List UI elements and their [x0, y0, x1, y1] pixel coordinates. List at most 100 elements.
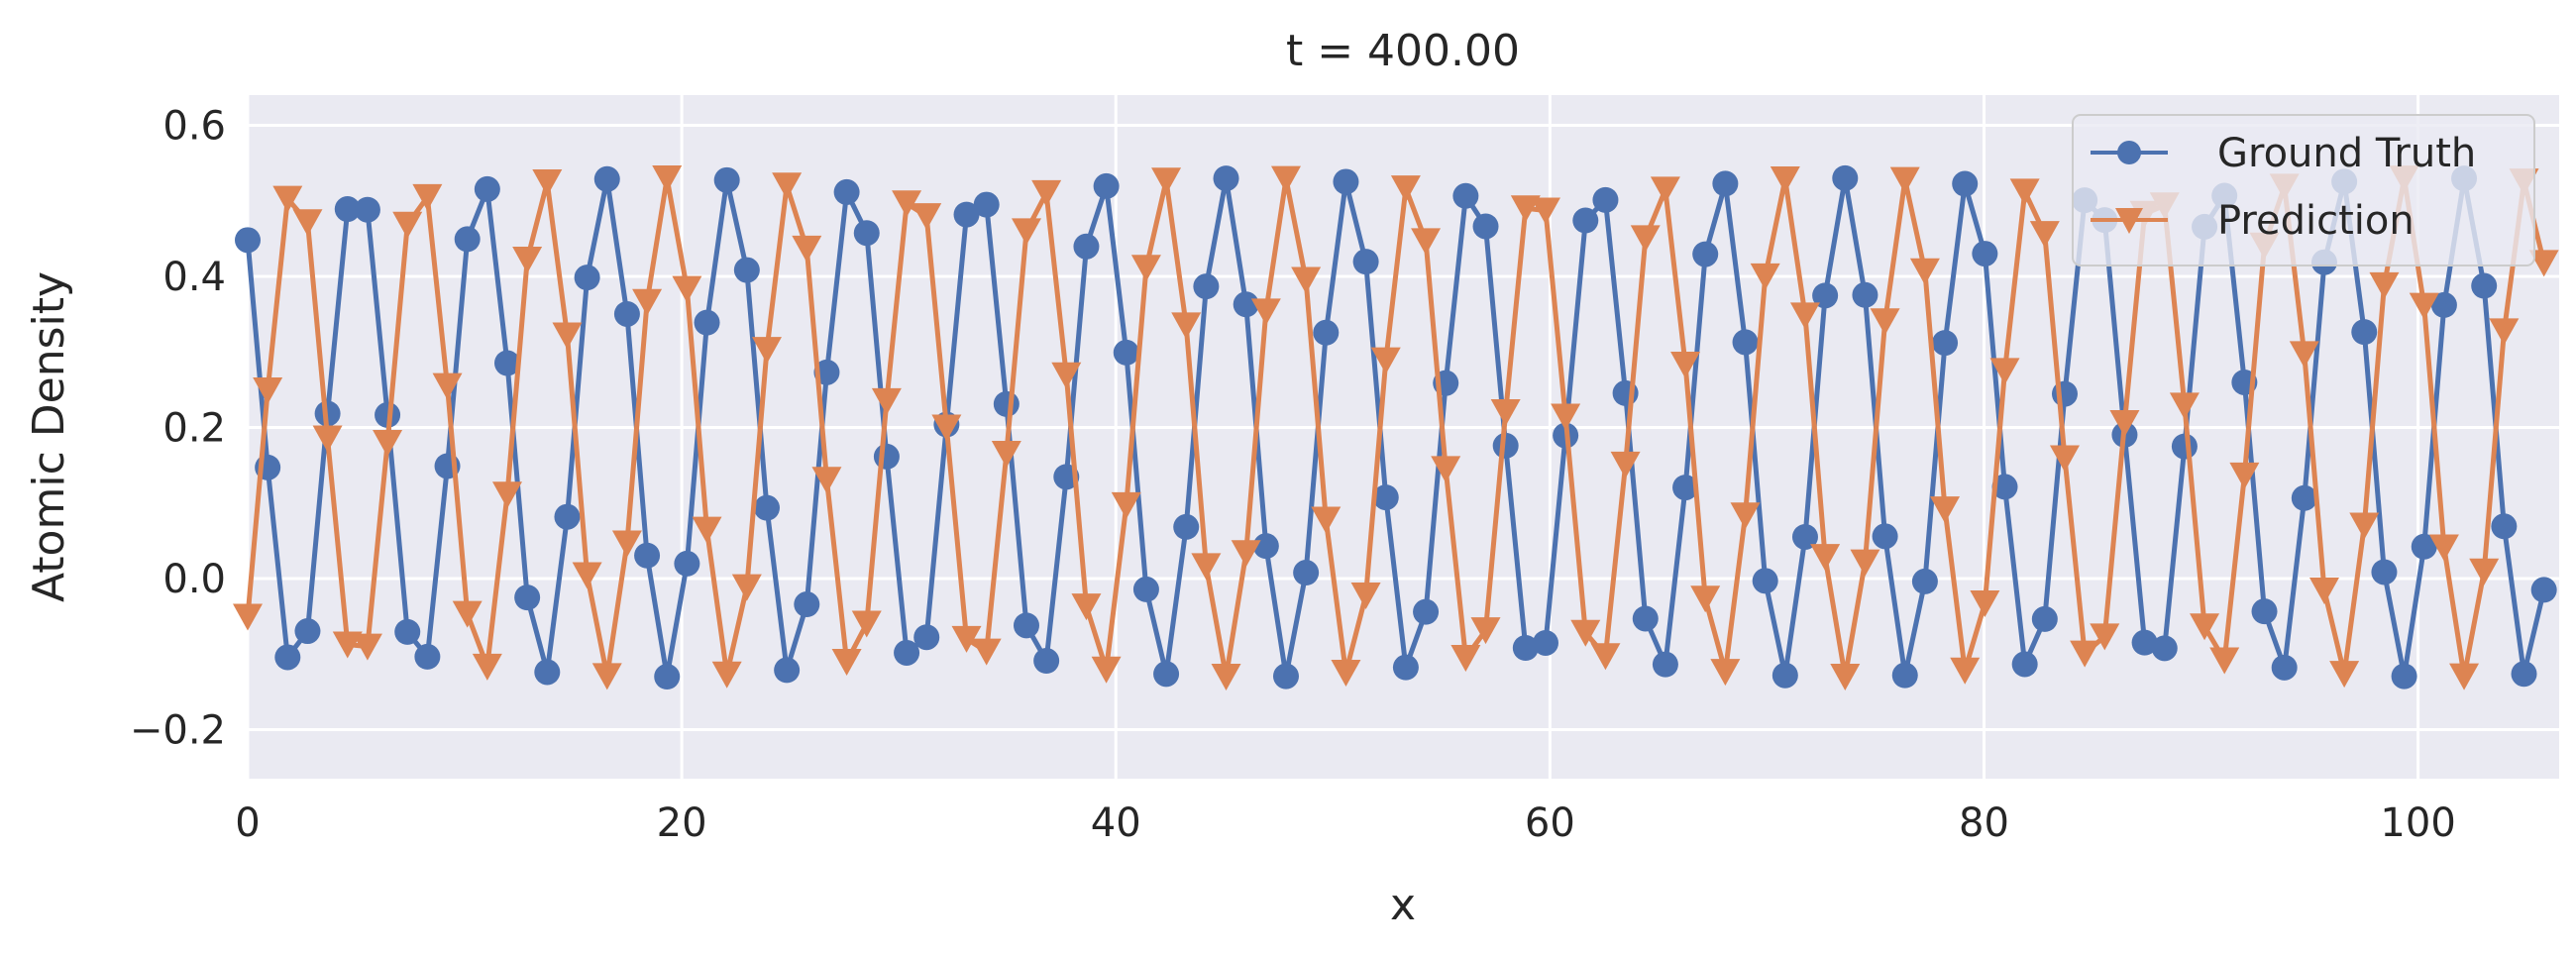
data-point [1411, 228, 1442, 256]
data-point [2491, 513, 2518, 540]
data-point [2109, 409, 2140, 437]
data-point [1911, 568, 1938, 594]
data-point [1413, 598, 1440, 625]
data-point [913, 624, 940, 651]
data-point [2169, 392, 2200, 420]
data-point [674, 550, 700, 577]
data-point [1630, 225, 1661, 253]
data-point [1051, 362, 1082, 389]
data-point [292, 209, 323, 237]
data-point [1031, 179, 1062, 207]
y-tick-label: 0.4 [162, 255, 226, 300]
data-point [294, 618, 321, 645]
data-point [1033, 648, 1060, 675]
data-point [1952, 170, 1979, 197]
data-point [2511, 661, 2537, 688]
data-point [1270, 165, 1301, 193]
y-axis-label: Atomic Density [24, 271, 74, 602]
legend-label-prediction: Prediction [2217, 198, 2415, 244]
tick-labels: 0 20 40 60 80 100 −0.2 0.0 0.2 0.4 0.6 [130, 103, 2456, 846]
data-point [774, 657, 801, 684]
data-point [334, 196, 361, 223]
data-point [2009, 178, 2040, 206]
data-point [414, 643, 441, 670]
data-point [993, 390, 1020, 417]
data-point [1291, 266, 1322, 294]
data-point [2151, 635, 2178, 662]
data-point [2291, 484, 2317, 511]
data-point [454, 226, 481, 253]
data-point [2349, 512, 2380, 540]
data-point [1073, 233, 1100, 260]
data-point [953, 201, 980, 228]
data-point [1071, 593, 1102, 621]
data-point [1970, 589, 2000, 617]
data-point [1932, 330, 1959, 357]
data-point [1590, 643, 1621, 671]
data-point [1830, 664, 1861, 691]
data-point [274, 644, 301, 671]
data-point [534, 659, 561, 686]
data-point [574, 265, 600, 291]
data-point [1870, 308, 1900, 336]
data-point [2528, 250, 2559, 277]
data-point [654, 664, 681, 690]
data-point [1752, 568, 1778, 594]
data-point [973, 191, 1000, 218]
data-point [1372, 484, 1399, 511]
data-point [2190, 613, 2220, 641]
data-point [991, 440, 1021, 468]
data-point [1592, 186, 1619, 213]
x-axis-label: x [1390, 880, 1416, 930]
data-point [1690, 585, 1721, 613]
data-point [1113, 339, 1139, 366]
data-point [731, 574, 762, 601]
data-point [1231, 540, 1261, 568]
data-point [1392, 654, 1419, 681]
data-point [971, 638, 1002, 666]
data-point [1551, 403, 1581, 431]
data-point [794, 591, 820, 618]
data-point [1652, 651, 1678, 678]
data-point [1272, 663, 1299, 690]
data-point [713, 166, 740, 193]
data-point [593, 165, 620, 192]
data-point [892, 190, 922, 218]
data-point [692, 516, 722, 544]
y-tick-label: 0.0 [162, 557, 226, 602]
data-point [1852, 281, 1878, 308]
data-point [1311, 506, 1342, 534]
data-point [711, 661, 742, 689]
data-point [873, 443, 900, 470]
data-point [912, 203, 942, 231]
data-point [512, 246, 543, 273]
data-point [1252, 533, 1279, 560]
data-point [1472, 213, 1499, 240]
data-point [1610, 451, 1641, 478]
x-tick-label: 60 [1525, 800, 1575, 846]
data-point [1213, 165, 1239, 192]
data-point [2209, 647, 2240, 675]
x-tick-label: 80 [1959, 800, 2009, 846]
data-point [235, 227, 261, 254]
data-point [1930, 496, 1961, 524]
data-point [1293, 560, 1320, 586]
data-point [554, 503, 581, 530]
data-point [792, 235, 822, 263]
data-point [1173, 513, 1200, 540]
data-point [672, 275, 702, 303]
x-tick-label: 20 [657, 800, 707, 846]
data-point [2011, 651, 2038, 678]
data-point [753, 494, 780, 521]
data-point [1832, 164, 1859, 191]
data-point [2530, 577, 2557, 603]
data-point [1950, 657, 1981, 685]
data-point [352, 633, 382, 661]
legend: Ground Truth Prediction [2072, 114, 2535, 266]
data-point [472, 653, 502, 681]
data-point [1710, 659, 1741, 687]
data-point [491, 481, 522, 509]
data-point [2351, 319, 2378, 346]
data-point [1791, 523, 1818, 550]
